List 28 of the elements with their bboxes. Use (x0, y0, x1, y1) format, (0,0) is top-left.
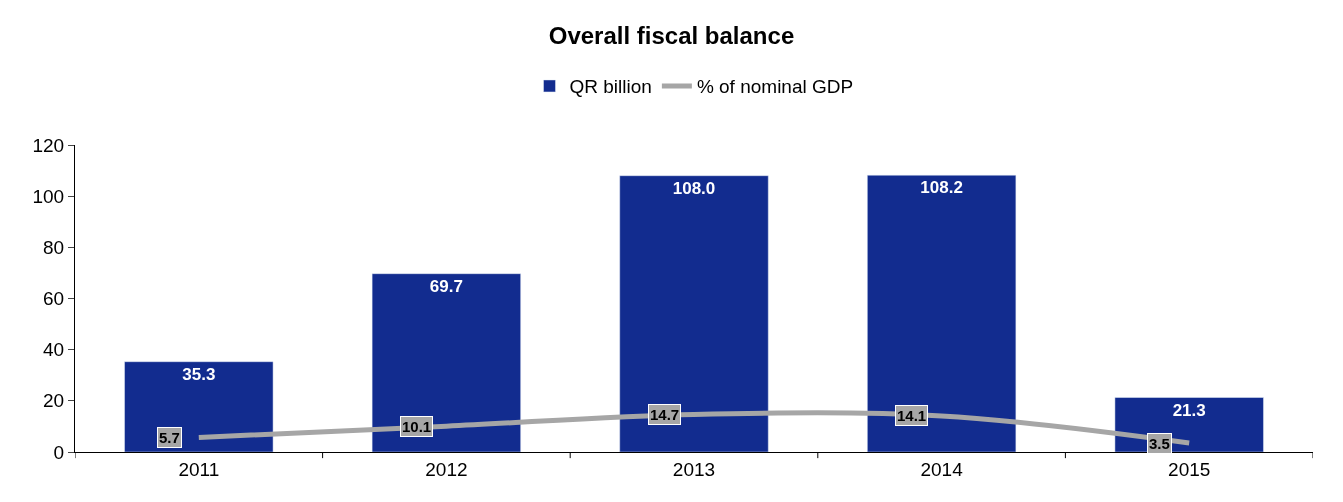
y-tick-label: 120 (32, 134, 65, 156)
x-tick-label: 2014 (920, 458, 964, 480)
bar (867, 174, 1017, 452)
data-label: 5.7 (159, 429, 180, 446)
data-label: 14.1 (897, 407, 927, 424)
y-tick-label: 100 (32, 185, 65, 207)
legend-label: QR billion (569, 76, 652, 98)
data-label: 3.5 (1149, 435, 1170, 452)
x-tick-label: 2012 (425, 458, 468, 480)
data-label: 108.2 (920, 178, 963, 198)
y-tick-label: 80 (43, 236, 65, 258)
data-label: 21.3 (1172, 400, 1206, 420)
data-label: 35.3 (182, 364, 216, 384)
chart-title: Overall fiscal balance (548, 21, 795, 49)
y-tick-label: 60 (43, 288, 65, 310)
x-tick-label: 2013 (672, 458, 716, 480)
y-tick-label: 20 (43, 390, 65, 412)
bar (619, 175, 769, 452)
legend-label: % of nominal GDP (696, 76, 854, 98)
bar (124, 361, 274, 452)
x-tick-label: 2011 (178, 458, 220, 480)
x-tick-label: 2015 (1168, 458, 1211, 480)
data-label: 69.7 (429, 276, 463, 296)
data-label: 108.0 (672, 178, 716, 198)
data-label: 10.1 (402, 418, 432, 435)
y-tick-label: 0 (53, 441, 65, 463)
bar (371, 273, 521, 452)
y-tick-label: 40 (43, 339, 65, 361)
